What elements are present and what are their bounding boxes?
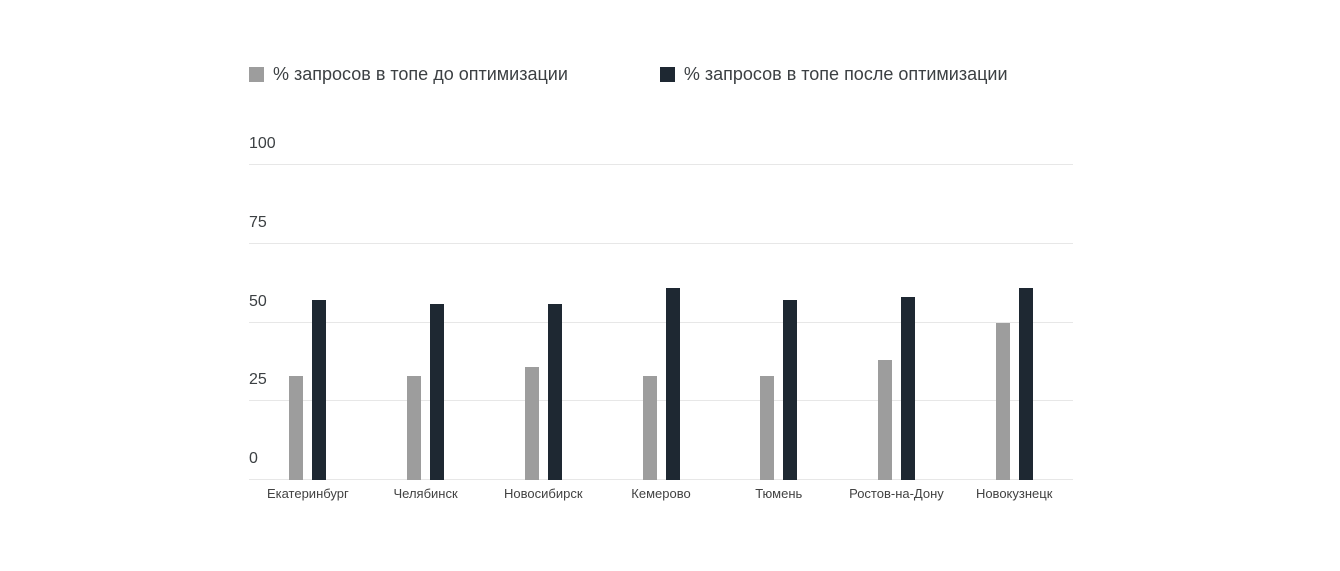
bar-group <box>602 165 720 480</box>
legend-item: % запросов в топе после оптимизации <box>659 64 1008 85</box>
bar-before-optimization <box>877 360 892 480</box>
x-axis-label: Ростов-на-Дону <box>849 486 944 501</box>
gridline <box>249 321 1073 323</box>
x-axis-label: Тюмень <box>755 486 803 501</box>
bar-before-optimization <box>524 366 539 480</box>
bar-after-optimization <box>1018 287 1033 480</box>
legend-item: % запросов в топе до оптимизации <box>249 64 568 85</box>
bar-after-optimization <box>547 303 562 480</box>
bar-group <box>955 165 1073 480</box>
bar-groups <box>249 165 1073 480</box>
bar-after-optimization <box>783 300 798 480</box>
plot-area: 0 25 50 75 100 <box>249 136 1073 480</box>
bar-after-optimization <box>665 287 680 480</box>
y-axis-label: 75 <box>249 213 267 231</box>
bar-group <box>484 165 602 480</box>
bar-before-optimization <box>407 376 422 480</box>
bar-before-optimization <box>995 322 1010 480</box>
bar-before-optimization <box>289 376 304 480</box>
bar-after-optimization <box>430 303 445 480</box>
bar-before-optimization <box>760 376 775 480</box>
x-axis-label: Кемерово <box>631 486 691 501</box>
y-axis-label: 50 <box>249 292 267 310</box>
x-axis-labels: Екатеринбург Челябинск Новосибирск Кемерово… <box>249 486 1073 501</box>
y-axis-label: 0 <box>249 450 258 467</box>
x-axis-label: Екатеринбург <box>266 486 349 501</box>
x-axis-label: Новосибирск <box>504 486 583 501</box>
x-axis-label: Челябинск <box>393 486 458 501</box>
bar-after-optimization <box>900 297 915 480</box>
legend-swatch-icon <box>659 67 675 82</box>
gridline <box>249 164 1073 165</box>
gridline <box>249 479 1073 480</box>
bar-group <box>838 165 956 480</box>
bar-group <box>720 165 838 480</box>
gridline <box>249 242 1073 244</box>
bar-before-optimization <box>642 376 657 480</box>
gridline <box>249 400 1073 402</box>
legend-label: % запросов в топе после оптимизации <box>683 64 1008 84</box>
x-axis-label: Новокузнецк <box>975 486 1053 501</box>
bar-after-optimization <box>312 300 327 480</box>
legend-label: % запросов в топе до оптимизации <box>273 64 568 84</box>
chart-legend: % запросов в топе до оптимизации % запрос… <box>249 64 1008 85</box>
legend-swatch-icon <box>249 67 264 82</box>
bar-group <box>249 165 367 480</box>
bar-group <box>367 165 485 480</box>
y-axis-label: 25 <box>249 371 267 389</box>
y-axis-label: 100 <box>249 135 276 152</box>
